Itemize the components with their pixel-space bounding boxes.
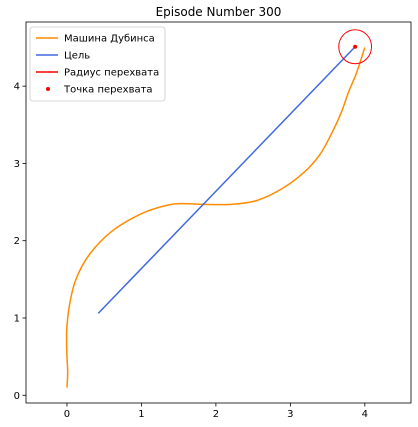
y-tick-label: 3 xyxy=(14,159,20,170)
series-line-0 xyxy=(65,47,366,388)
series-line-1 xyxy=(97,46,356,314)
legend: Машина Дубинса Цель Радиус перехвата Точка … xyxy=(29,26,166,102)
ticks-layer: 0 1 2 3 4 0 1 2 3 4 xyxy=(14,82,368,420)
x-tick-label: 1 xyxy=(138,409,144,420)
legend-label: Машина Дубинса xyxy=(64,34,155,45)
legend-label: Цель xyxy=(64,51,90,62)
series-layer xyxy=(65,29,373,388)
y-tick-label: 2 xyxy=(14,236,20,247)
x-tick-label: 3 xyxy=(287,409,293,420)
intercept-point xyxy=(353,44,358,49)
legend-box xyxy=(29,26,166,102)
chart-title: Episode Number 300 xyxy=(156,5,282,19)
legend-label: Точка перехвата xyxy=(63,85,153,96)
legend-label: Радиус перехвата xyxy=(64,68,159,79)
x-tick-label: 4 xyxy=(362,409,368,420)
y-tick-label: 4 xyxy=(14,82,20,93)
y-tick-label: 0 xyxy=(14,391,20,402)
x-tick-label: 0 xyxy=(64,409,70,420)
axes-frame xyxy=(25,21,412,404)
y-tick-label: 1 xyxy=(14,313,20,324)
legend-marker-point xyxy=(46,87,50,91)
intercept-radius-circle xyxy=(338,29,373,65)
x-tick-label: 2 xyxy=(213,409,219,420)
